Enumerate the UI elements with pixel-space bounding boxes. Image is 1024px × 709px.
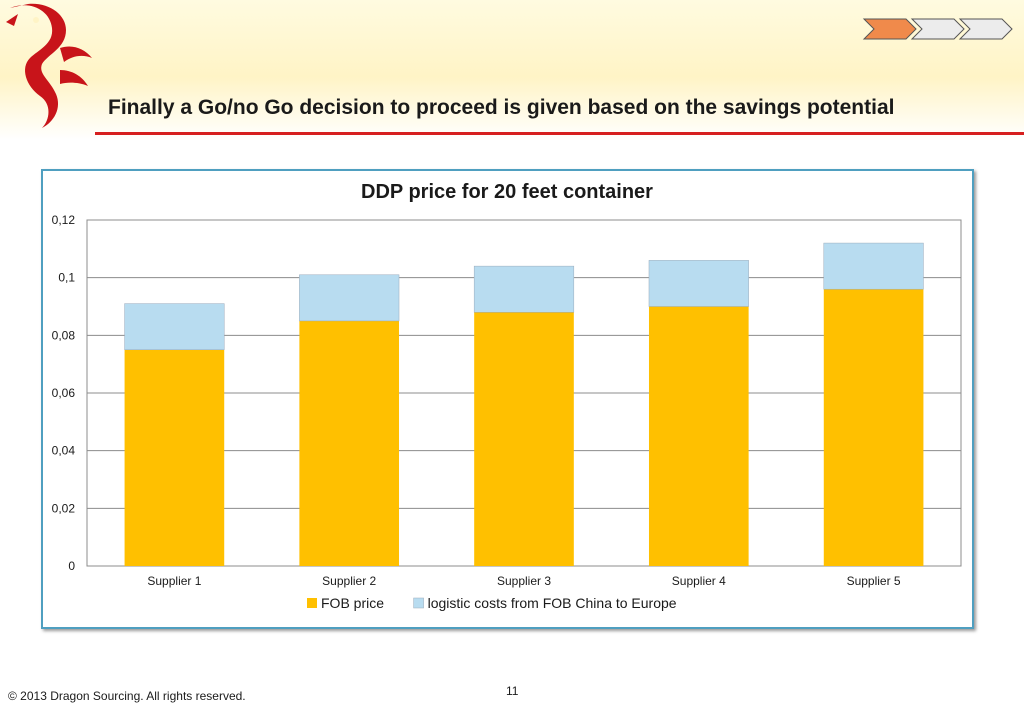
y-tick-label: 0,1 — [58, 271, 75, 285]
copyright-footer: © 2013 Dragon Sourcing. All rights reser… — [8, 689, 246, 703]
y-tick-label: 0,02 — [52, 501, 76, 515]
legend-swatch — [413, 597, 424, 609]
progress-step-2 — [910, 18, 965, 40]
bar-fob-price — [648, 306, 749, 566]
legend-label: FOB price — [321, 595, 384, 611]
legend-label: logistic costs from FOB China to Europe — [428, 595, 677, 611]
y-tick-label: 0,08 — [52, 328, 76, 342]
progress-step-1 — [862, 18, 917, 40]
y-tick-label: 0,04 — [52, 444, 76, 458]
x-tick-label: Supplier 5 — [847, 574, 901, 588]
legend-swatch — [307, 598, 317, 608]
bar-fob-price — [474, 312, 574, 566]
slide-title: Finally a Go/no Go decision to proceed i… — [108, 96, 895, 119]
y-tick-label: 0,12 — [52, 213, 76, 227]
y-tick-label: 0 — [68, 559, 75, 573]
dragon-logo-icon — [6, 3, 92, 129]
bar-logistic-costs — [648, 260, 749, 307]
bar-logistic-costs — [473, 265, 575, 313]
bar-logistic-costs — [124, 303, 225, 351]
ddp-price-chart: DDP price for 20 feet container 0 0,02 0,04… — [52, 181, 962, 611]
x-tick-label: Supplier 3 — [497, 574, 551, 588]
x-tick-label: Supplier 2 — [322, 574, 376, 588]
page-number: 11 — [506, 684, 519, 698]
progress-step-3 — [958, 18, 1013, 40]
y-tick-label: 0,06 — [52, 386, 76, 400]
bar-logistic-costs — [823, 242, 924, 290]
bar-fob-price — [823, 289, 924, 566]
progress-chevrons — [862, 18, 1013, 40]
x-tick-label: Supplier 4 — [672, 574, 726, 588]
header-divider — [95, 132, 1024, 135]
chart-title: DDP price for 20 feet container — [361, 181, 653, 203]
x-tick-label: Supplier 1 — [147, 574, 201, 588]
bar-fob-price — [124, 349, 225, 566]
bar-fob-price — [299, 320, 400, 566]
bar-logistic-costs — [299, 274, 400, 322]
header-band — [0, 0, 1024, 140]
